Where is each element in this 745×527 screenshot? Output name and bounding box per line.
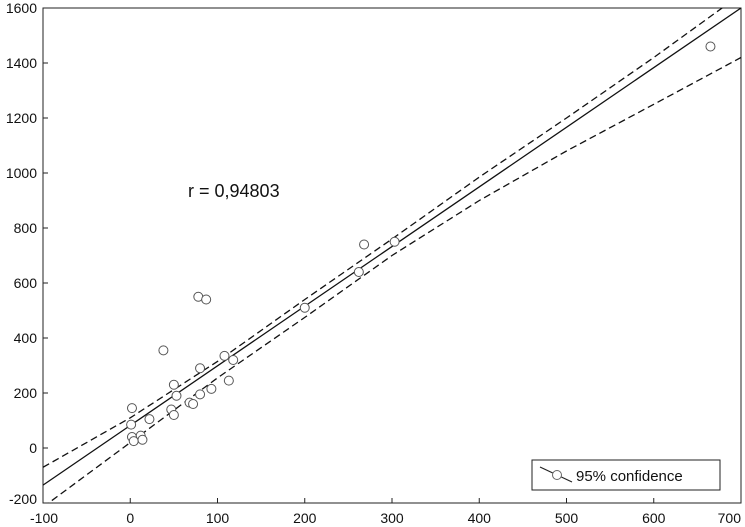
x-tick-label: 200 <box>293 510 317 526</box>
y-tick-label: 400 <box>14 330 38 346</box>
y-tick-label: 600 <box>14 275 38 291</box>
data-point <box>168 410 179 420</box>
x-tick-label: -100 <box>30 510 58 526</box>
y-tick-label: 0 <box>29 440 37 456</box>
data-point <box>299 302 310 313</box>
data-point <box>228 355 239 365</box>
y-tick-label: 200 <box>14 385 38 401</box>
data-point <box>353 267 364 277</box>
data-point <box>195 389 206 400</box>
y-tick-label: 1200 <box>6 110 37 126</box>
y-tick-label: 800 <box>14 220 38 236</box>
x-tick-label: 400 <box>468 510 492 526</box>
x-tick-label: 700 <box>718 510 742 526</box>
data-points <box>126 41 716 447</box>
legend-box <box>531 459 721 491</box>
lower-confidence-line <box>47 56 741 503</box>
data-point <box>705 41 716 52</box>
data-point <box>219 350 230 361</box>
x-tick-label: 300 <box>380 510 404 526</box>
x-tick-label: 500 <box>555 510 579 526</box>
y-tick-label: 1400 <box>6 55 37 71</box>
regression-line-layer <box>43 8 741 486</box>
data-point <box>223 375 234 386</box>
data-point <box>144 414 155 425</box>
y-tick-label: 1600 <box>6 0 37 16</box>
data-point <box>359 239 370 250</box>
data-point <box>389 236 400 247</box>
ticks-layer: -100 0 100 200 300 400 500 600 700 -200 0 200 400 600… <box>6 0 742 526</box>
data-point <box>206 383 217 394</box>
y-tick-label: -200 <box>9 491 37 507</box>
data-point <box>195 363 206 374</box>
upper-confidence-line <box>43 8 724 468</box>
legend-label: 95% confidence <box>576 468 683 485</box>
y-tick-label: 1000 <box>6 165 37 181</box>
x-tick-label: 600 <box>642 510 666 526</box>
correlation-annotation: r = 0,94803 <box>188 181 280 201</box>
data-point <box>126 403 137 414</box>
data-point <box>137 434 148 445</box>
data-point <box>158 345 169 356</box>
data-point <box>126 419 137 430</box>
legend-marker-icon <box>552 470 562 480</box>
x-tick-label: 100 <box>206 510 230 526</box>
x-tick-label: 0 <box>126 510 134 526</box>
data-point <box>201 294 212 305</box>
data-point <box>171 390 182 401</box>
legend: 95% confidence <box>531 459 721 491</box>
regression-line <box>43 8 741 486</box>
data-point <box>188 399 199 409</box>
data-point <box>168 379 179 390</box>
confidence-bands <box>43 8 741 503</box>
